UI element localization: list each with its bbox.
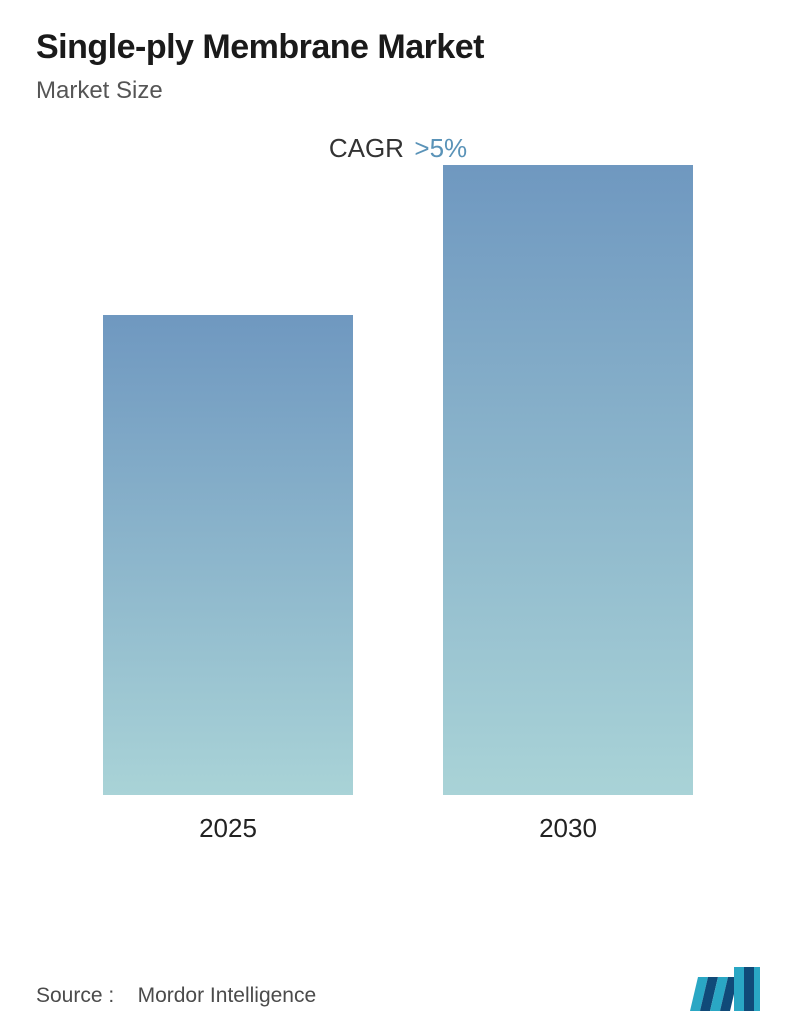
bar — [103, 315, 353, 795]
brand-logo-icon — [690, 967, 760, 1011]
cagr-label: CAGR — [329, 133, 404, 163]
chart-container: Single-ply Membrane Market Market Size C… — [0, 0, 796, 1034]
source-label: Source : — [36, 984, 114, 1007]
chart-area: 2025 2030 — [36, 204, 760, 884]
cagr-value: >5% — [414, 133, 467, 163]
bar — [443, 165, 693, 795]
bar-category-label: 2025 — [199, 813, 257, 844]
page-subtitle: Market Size — [36, 77, 760, 105]
cagr-row: CAGR >5% — [36, 133, 760, 164]
source-footer: Source : Mordor Intelligence — [36, 984, 316, 1008]
page-title: Single-ply Membrane Market — [36, 28, 760, 67]
bar-wrap: 2030 — [443, 165, 693, 844]
bar-category-label: 2030 — [539, 813, 597, 844]
source-value: Mordor Intelligence — [138, 984, 317, 1007]
bars-group: 2025 2030 — [36, 204, 760, 844]
bar-wrap: 2025 — [103, 315, 353, 844]
brand-logo — [690, 967, 760, 1016]
